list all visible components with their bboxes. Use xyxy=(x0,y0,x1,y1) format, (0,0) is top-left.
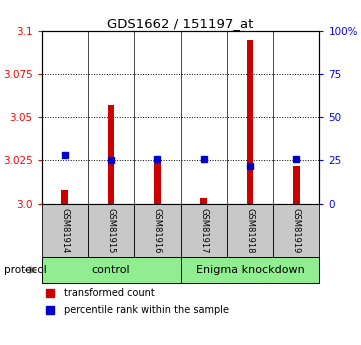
Bar xyxy=(180,257,319,283)
Bar xyxy=(227,204,273,257)
Text: transformed count: transformed count xyxy=(64,288,155,297)
Text: Enigma knockdown: Enigma knockdown xyxy=(196,265,304,275)
Bar xyxy=(88,204,134,257)
Text: GSM81917: GSM81917 xyxy=(199,208,208,253)
Bar xyxy=(247,40,253,204)
Bar xyxy=(200,198,207,204)
Bar xyxy=(61,190,68,204)
Text: GSM81919: GSM81919 xyxy=(292,208,301,253)
Title: GDS1662 / 151197_at: GDS1662 / 151197_at xyxy=(107,17,254,30)
Text: control: control xyxy=(92,265,130,275)
Bar xyxy=(180,204,227,257)
Bar xyxy=(273,204,319,257)
Text: GSM81914: GSM81914 xyxy=(60,208,69,253)
Bar xyxy=(108,105,114,204)
Bar xyxy=(42,204,88,257)
Bar xyxy=(42,257,180,283)
Bar xyxy=(293,166,300,204)
Text: GSM81916: GSM81916 xyxy=(153,208,162,253)
Text: percentile rank within the sample: percentile rank within the sample xyxy=(64,305,229,315)
Text: GSM81915: GSM81915 xyxy=(106,208,116,253)
Text: GSM81918: GSM81918 xyxy=(245,208,255,253)
Bar xyxy=(134,204,180,257)
Text: protocol: protocol xyxy=(4,265,46,275)
Bar xyxy=(154,160,161,204)
